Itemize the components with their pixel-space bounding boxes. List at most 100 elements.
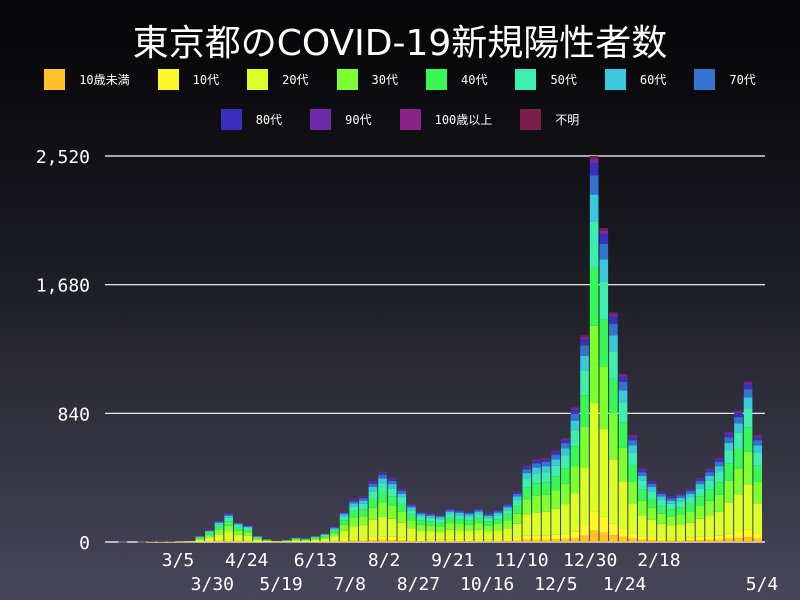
bar-segment [637,489,647,501]
bar-segment [714,458,724,460]
y-tick-label: 0 [79,533,90,554]
bar-segment [349,517,359,527]
bar-segment [734,531,743,539]
bar-segment [474,518,484,524]
bar-segment [339,512,349,515]
bar-segment [464,520,474,525]
bar-segment [512,500,522,507]
bar-segment [637,475,647,481]
bar-segment [618,536,628,542]
bar-segment [580,336,589,340]
bar-segment [628,453,637,466]
bar-segment [705,469,714,470]
bar-segment [243,540,253,542]
bar-segment [224,515,233,518]
bar-segment [734,494,743,532]
bar-segment [464,524,474,531]
legend-swatch [247,69,269,90]
bar-segment [695,518,705,537]
bar-segment [724,480,734,503]
x-tick-label: 8/2 [368,550,401,571]
bar-segment [397,537,407,541]
legend-label: 80代 [255,113,283,127]
bar-segment [493,510,503,512]
bar-segment [195,536,205,538]
bar-segment [474,523,484,530]
bar-segment [493,530,503,540]
bar-segment [734,538,743,542]
bar-segment [551,465,561,477]
legend-item: 60代 [604,69,666,90]
bar-segment [589,163,599,176]
bar-segment [734,448,743,469]
legend-label: 10代 [192,73,220,87]
legend-swatch [520,109,542,130]
bar-segment [233,541,243,542]
bar-segment [426,513,435,515]
bar-segment [657,513,666,524]
bar-segment [233,527,243,531]
bar-segment [339,541,349,542]
bar-segment [349,506,359,512]
y-tick-label: 840 [57,404,90,425]
y-tick-label: 2,520 [36,147,90,168]
bar-segment [214,524,224,527]
bar-segment [676,540,686,542]
bar-segment [551,450,561,451]
bar-segment [657,496,666,501]
bar-segment [512,537,522,541]
bar-segment [484,539,493,542]
bar-segment [503,520,512,529]
bar-segment [666,496,676,499]
bar-segment [310,536,320,538]
bar-segment [561,448,570,456]
bar-segment [387,478,397,479]
bar-segment [580,370,589,396]
bar-segment [676,538,686,541]
bar-segment [205,531,214,534]
bar-segment [609,335,618,352]
bar-segment [426,514,435,516]
bar-segment [310,539,320,542]
bar-segment [397,488,407,490]
bar-segment [570,413,580,421]
bar-segment [397,511,407,523]
bar-segment [522,535,532,540]
bar-segment [205,530,214,531]
bar-segment [455,513,464,516]
bar-segment [686,537,695,541]
bar-segment [599,281,609,320]
legend-swatch [604,69,626,90]
bar-segment [618,381,628,391]
bar-segment [705,536,714,540]
bar-segment [301,539,310,541]
x-tick-label: 6/13 [294,550,337,571]
bar-segment [609,314,618,317]
bar-segment [368,481,378,484]
bar-segment [387,488,397,497]
bar-segment [724,502,734,534]
bar-segment [609,351,618,379]
bar-segment [349,503,359,507]
bar-segment [243,528,253,531]
bar-segment [686,522,695,538]
bar-segment [743,529,753,538]
x-tick-label: 2/18 [637,550,680,571]
bar-segment [474,540,484,542]
bar-segment [368,486,378,492]
bar-segment [695,496,705,506]
legend-item: 100歳以上 [399,109,492,130]
bar-segment [599,243,609,260]
bar-segment [243,541,253,542]
bar-segment [387,478,397,481]
bar-segment [378,516,387,537]
bar-segment [753,481,762,504]
bar-segment [609,312,618,314]
bar-segment [618,402,628,423]
bar-segment [205,533,214,536]
bar-segment [734,412,743,417]
bar-segment [532,495,541,513]
bar-segment [195,538,205,540]
bar-segment [368,491,378,499]
bar-segment [753,533,762,539]
